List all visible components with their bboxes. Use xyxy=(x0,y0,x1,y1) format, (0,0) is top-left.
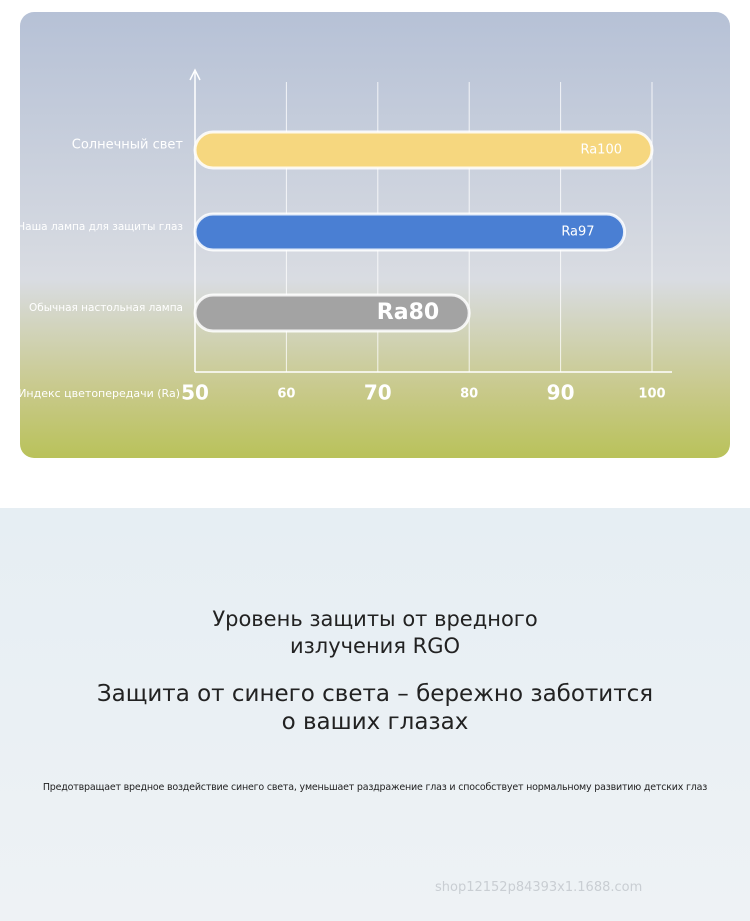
bar xyxy=(193,212,627,252)
chart: Индекс цветопередачи (Ra) 50 60 70 80 90 100 С… xyxy=(17,12,730,458)
x-tick-label: 80 xyxy=(460,387,478,402)
watermark: shop12152p84393x1.1688.com xyxy=(435,880,643,895)
value-label: Ra80 xyxy=(377,300,439,325)
value-label: Ra97 xyxy=(561,225,594,240)
category-label: Солнечный свет xyxy=(72,138,184,153)
subtitle-line: Защита от синего света – бережно заботит… xyxy=(96,681,654,707)
x-tick-label: 100 xyxy=(638,387,665,402)
section-title: Уровень защиты от вредного излучения RGO xyxy=(0,606,750,660)
x-axis-label: Индекс цветопередачи (Ra) xyxy=(18,387,180,400)
info-section xyxy=(0,508,750,921)
section-subtitle: Защита от синего света – бережно заботит… xyxy=(0,680,750,736)
description: Предотвращает вредное воздействие синего… xyxy=(42,782,708,793)
value-label: Ra100 xyxy=(580,143,622,158)
x-tick-label: 70 xyxy=(364,381,392,405)
axis-arrow xyxy=(189,68,201,81)
category-label: Наша лампа для защиты глаз xyxy=(17,221,183,233)
subtitle-line: о ваших глазах xyxy=(281,709,469,735)
category-label: Обычная настольная лампа xyxy=(29,302,183,314)
bar xyxy=(193,130,654,170)
title-line: Уровень защиты от вредного xyxy=(212,607,538,631)
x-tick-label: 90 xyxy=(547,381,575,405)
x-tick-label: 60 xyxy=(277,387,295,402)
x-tick-label: 50 xyxy=(181,381,209,405)
title-line: излучения RGO xyxy=(289,634,461,658)
bar xyxy=(193,293,471,333)
